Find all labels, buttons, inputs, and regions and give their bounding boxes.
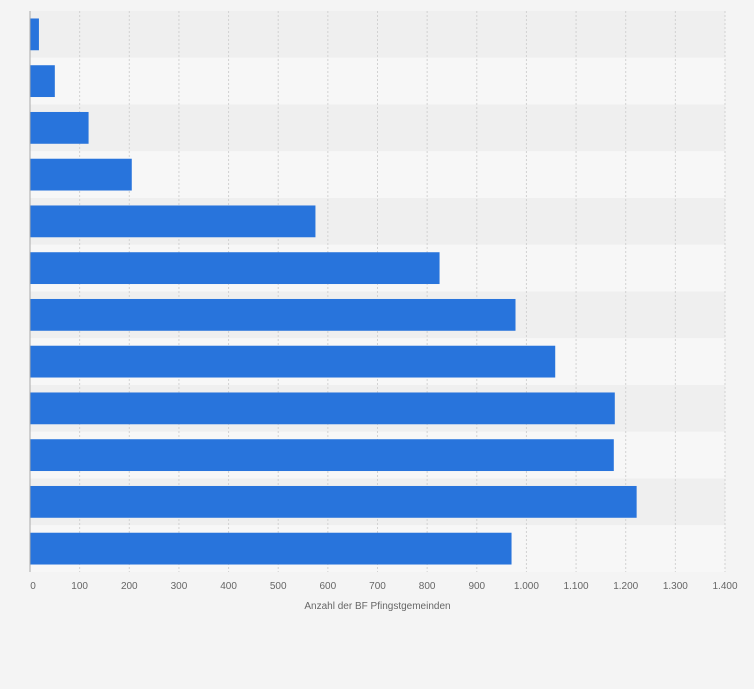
x-tick-label: 1.300: [663, 581, 688, 592]
x-tick-label: 800: [419, 581, 436, 592]
x-tick-label: 1.400: [712, 581, 737, 592]
bar: [30, 205, 316, 238]
x-tick-label: 100: [71, 581, 88, 592]
x-tick-label: 300: [171, 581, 188, 592]
bar: [30, 158, 132, 191]
row-band: [30, 11, 725, 58]
bar: [30, 252, 440, 285]
x-tick-label: 1.000: [514, 581, 539, 592]
bar: [30, 532, 512, 565]
x-tick-label: 900: [468, 581, 485, 592]
bar: [30, 439, 614, 472]
x-tick-label: 0: [30, 581, 36, 592]
x-tick-label: 400: [220, 581, 237, 592]
x-tick-label: 1.100: [564, 581, 589, 592]
bar: [30, 485, 637, 518]
x-tick-label: 1.200: [613, 581, 638, 592]
row-band: [30, 151, 725, 198]
x-tick-label: 500: [270, 581, 287, 592]
x-axis-ticks: 0 100 200 300 400 500 600 700 800 900 1.000 1.100 1.…: [30, 581, 738, 592]
x-axis-title: Anzahl der BF Pfingstgemeinden: [304, 601, 450, 612]
bar: [30, 111, 89, 144]
x-tick-label: 600: [320, 581, 337, 592]
x-tick-label: 200: [121, 581, 138, 592]
bars: [30, 18, 637, 565]
bar: [30, 345, 556, 378]
bar: [30, 18, 39, 51]
bar: [30, 392, 615, 425]
bar: [30, 65, 55, 98]
x-tick-label: 700: [369, 581, 386, 592]
bar: [30, 298, 516, 331]
